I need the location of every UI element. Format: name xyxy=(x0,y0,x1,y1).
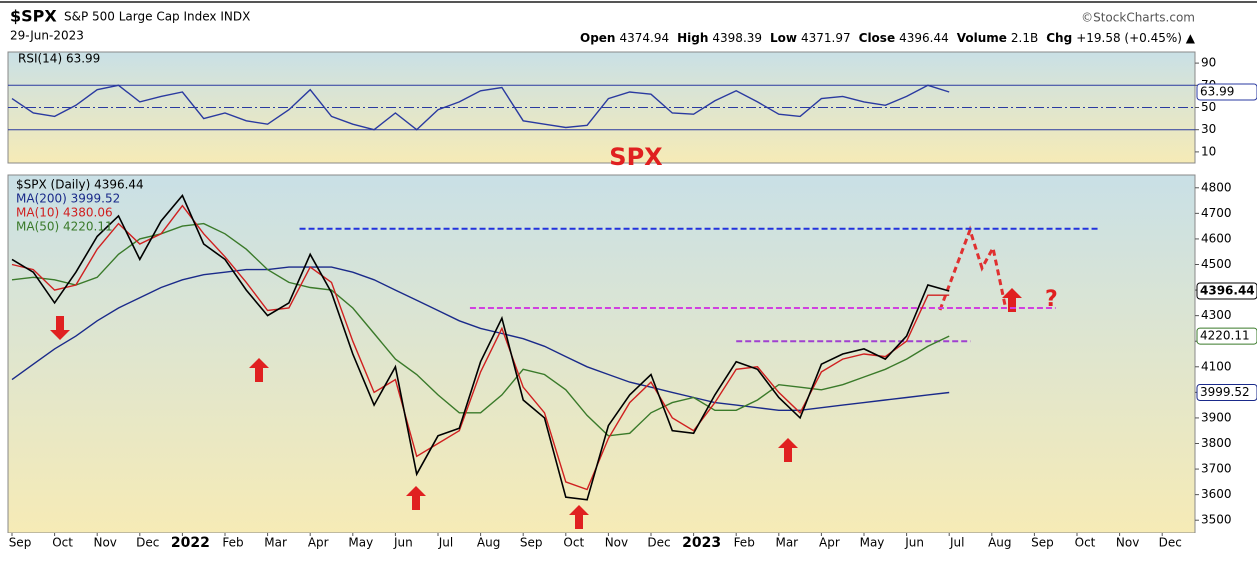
y-tick-label: 3700 xyxy=(1201,462,1232,476)
value-tag xyxy=(1196,83,1257,101)
quote-value: 4396.44 xyxy=(899,31,949,45)
x-tick-label: Sep xyxy=(520,536,543,550)
x-tick-label: Feb xyxy=(222,536,243,550)
projection xyxy=(938,225,1007,311)
arrow-up xyxy=(1002,288,1022,312)
x-tick-label: Feb xyxy=(734,536,755,550)
series-line xyxy=(11,193,950,501)
x-tick-label: Nov xyxy=(1116,536,1139,550)
x-tick-label: Mar xyxy=(775,536,798,550)
series-line xyxy=(11,84,950,131)
quote-label: Volume xyxy=(957,31,1007,45)
x-tick-label: Sep xyxy=(1031,536,1054,550)
legend-entry: $SPX (Daily) 4396.44 xyxy=(16,178,144,192)
quote-label: Open xyxy=(580,31,615,45)
x-tick-label: Oct xyxy=(1075,536,1096,550)
y-tick-label: 3900 xyxy=(1201,410,1232,424)
y-tick-label: 4500 xyxy=(1201,257,1232,271)
y-tick-label: 4700 xyxy=(1201,206,1232,220)
y-tick-label: 10 xyxy=(1201,144,1216,158)
quote-value: 4371.97 xyxy=(801,31,851,45)
x-tick-label: Nov xyxy=(605,536,628,550)
source: ©StockCharts.com xyxy=(1081,11,1195,25)
x-tick-label: May xyxy=(348,536,373,550)
x-tick-label: Jul xyxy=(949,536,964,550)
value-tag xyxy=(1196,383,1257,401)
x-tick-label: Oct xyxy=(563,536,584,550)
y-tick-label: 90 xyxy=(1201,56,1216,70)
x-tick-label: Oct xyxy=(52,536,73,550)
arrows xyxy=(50,288,1022,529)
y-tick-label: 4800 xyxy=(1201,180,1232,194)
x-tick-label: Jul xyxy=(438,536,453,550)
value-tag-label: 4220.11 xyxy=(1200,329,1250,343)
quote-value: 4398.39 xyxy=(712,31,762,45)
quote-label: Chg xyxy=(1046,31,1072,45)
y-tick-label: 4100 xyxy=(1201,359,1232,373)
arrow-up xyxy=(778,438,798,462)
y-tick-label: 30 xyxy=(1201,122,1216,136)
annotation: ? xyxy=(1045,287,1058,312)
legend-entry: MA(10) 4380.06 xyxy=(16,206,113,220)
y-tick-label: 3800 xyxy=(1201,436,1232,450)
quote-value: +19.58 (+0.45%) ▲ xyxy=(1076,31,1196,45)
series-line xyxy=(11,222,950,437)
x-tick-label: Dec xyxy=(647,536,670,550)
quote: Open 4374.94 High 4398.39 Low 4371.97 Close 439… xyxy=(580,31,1196,45)
legend-entry: MA(50) 4220.11 xyxy=(16,220,113,234)
y-tick-label: 4600 xyxy=(1201,231,1232,245)
value-tag-label: 3999.52 xyxy=(1200,385,1250,399)
x-tick-label: Mar xyxy=(264,536,287,550)
arrow-down xyxy=(50,316,70,340)
x-tick-label: Jun xyxy=(904,536,924,550)
price-panel xyxy=(7,174,1196,534)
x-tick-label: May xyxy=(860,536,885,550)
quote-label: Close xyxy=(859,31,895,45)
y-tick-label: 4300 xyxy=(1201,308,1232,322)
x-tick-label: 2022 xyxy=(171,535,210,551)
x-tick-label: Dec xyxy=(1159,536,1182,550)
quote-label: Low xyxy=(770,31,797,45)
y-tick-label: 50 xyxy=(1201,100,1216,114)
quote-value: 4374.94 xyxy=(619,31,669,45)
x-tick-label: 2023 xyxy=(682,535,721,551)
value-tag-label: 4396.44 xyxy=(1200,283,1255,297)
x-tick-label: Aug xyxy=(988,536,1011,550)
value-tag-label: 63.99 xyxy=(1200,84,1234,98)
y-tick-label: 3500 xyxy=(1201,513,1232,527)
x-tick-label: Apr xyxy=(308,536,329,550)
value-tag xyxy=(1196,327,1257,345)
rsi-legend: RSI(14) 63.99 xyxy=(18,52,100,66)
x-axis-area xyxy=(0,533,1257,558)
x-tick-label: Dec xyxy=(136,536,159,550)
value-tag xyxy=(1196,282,1257,300)
series-line xyxy=(11,204,950,491)
quote-value: 2.1B xyxy=(1011,31,1038,45)
arrow-up xyxy=(569,505,589,529)
arrow-up xyxy=(249,358,269,382)
x-tick-label: Sep xyxy=(9,536,32,550)
x-tick-label: Jun xyxy=(393,536,413,550)
arrow-up xyxy=(406,486,426,510)
x-tick-label: Aug xyxy=(477,536,500,550)
quote-label: High xyxy=(677,31,708,45)
chart-title: SPX xyxy=(609,143,663,171)
x-tick-label: Apr xyxy=(819,536,840,550)
date: 29-Jun-2023 xyxy=(10,29,84,43)
symbol: $SPX xyxy=(10,7,57,26)
x-tick-label: Nov xyxy=(93,536,116,550)
index-name: S&P 500 Large Cap Index INDX xyxy=(64,10,250,24)
legend-entry: MA(200) 3999.52 xyxy=(16,192,120,206)
y-tick-label: 3600 xyxy=(1201,487,1232,501)
